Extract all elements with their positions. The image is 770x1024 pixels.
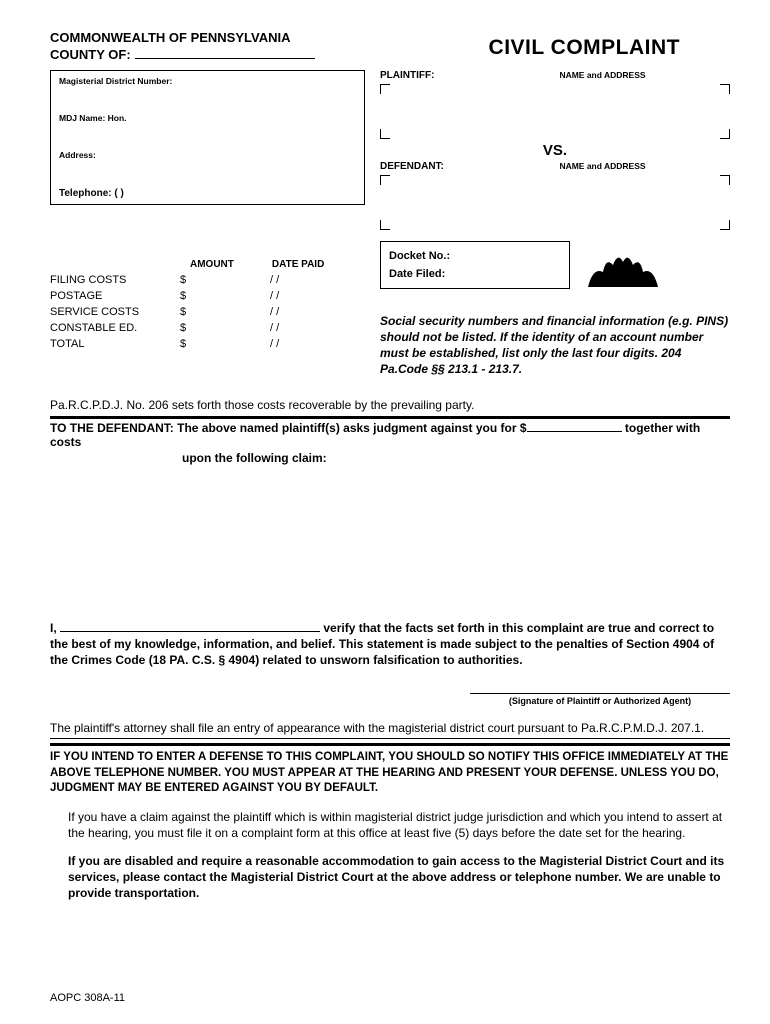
cost-amount[interactable]: $	[180, 306, 270, 318]
judgment-amount-blank[interactable]	[527, 431, 622, 432]
cost-date[interactable]: / /	[270, 306, 279, 318]
attorney-note: The plaintiff's attorney shall file an e…	[50, 721, 730, 735]
cost-row: POSTAGE $ / /	[50, 290, 365, 302]
date-filed-label: Date Filed:	[389, 265, 561, 283]
cost-amount[interactable]: $	[180, 290, 270, 302]
telephone-label: Telephone: ( )	[59, 188, 356, 199]
county-blank[interactable]	[135, 47, 315, 59]
date-paid-header: DATE PAID	[272, 259, 324, 270]
header-left: COMMONWEALTH OF PENNSYLVANIA COUNTY OF:	[50, 30, 315, 64]
cost-row: SERVICE COSTS $ / /	[50, 306, 365, 318]
cost-label: POSTAGE	[50, 290, 180, 302]
defendant-name-addr: NAME and ADDRESS	[475, 161, 730, 171]
parties-area: PLAINTIFF: NAME and ADDRESS VS. DEFENDAN…	[380, 70, 730, 233]
signature-area: (Signature of Plaintiff or Authorized Ag…	[50, 693, 730, 707]
accommodation-note: If you are disabled and require a reason…	[68, 853, 730, 902]
cost-date[interactable]: / /	[270, 274, 279, 286]
district-number-label: Magisterial District Number:	[59, 76, 356, 86]
mdj-name-label: MDJ Name: Hon.	[59, 113, 356, 123]
cost-amount[interactable]: $	[180, 274, 270, 286]
divider	[50, 738, 730, 739]
to-defendant-lead: TO THE DEFENDANT:	[50, 421, 174, 435]
state-seal-icon	[578, 237, 668, 301]
cost-date[interactable]: / /	[270, 322, 279, 334]
vs-label: VS.	[380, 142, 730, 159]
defendant-row: DEFENDANT: NAME and ADDRESS	[380, 161, 730, 172]
verify-text: verify that the facts set forth in this …	[50, 621, 714, 667]
verify-lead: I,	[50, 621, 57, 635]
cost-label: SERVICE COSTS	[50, 306, 180, 318]
docket-seal-row: Docket No.: Date Filed:	[380, 241, 730, 301]
plaintiff-row: PLAINTIFF: NAME and ADDRESS	[380, 70, 730, 81]
cost-date[interactable]: / /	[270, 338, 279, 350]
rule-note: Pa.R.C.P.D.J. No. 206 sets forth those c…	[50, 398, 730, 412]
verify-block: I, verify that the facts set forth in th…	[50, 620, 730, 669]
cost-row: CONSTABLE ED. $ / /	[50, 322, 365, 334]
cost-amount[interactable]: $	[180, 322, 270, 334]
verify-name-blank[interactable]	[60, 631, 320, 632]
cost-row: TOTAL $ / /	[50, 338, 365, 350]
state-line: COMMONWEALTH OF PENNSYLVANIA	[50, 30, 315, 47]
divider	[50, 416, 730, 419]
cost-label: TOTAL	[50, 338, 180, 350]
cost-row: FILING COSTS $ / /	[50, 274, 365, 286]
claim-note: If you have a claim against the plaintif…	[68, 809, 730, 841]
costs-headers: AMOUNT DATE PAID	[50, 259, 365, 270]
divider	[50, 743, 730, 746]
county-label: COUNTY OF:	[50, 47, 131, 64]
docket-no-label: Docket No.:	[389, 247, 561, 265]
to-defendant-sub: upon the following claim:	[50, 451, 730, 465]
mid-section: AMOUNT DATE PAID FILING COSTS $ / / POST…	[50, 241, 730, 378]
header-row: COMMONWEALTH OF PENNSYLVANIA COUNTY OF: …	[50, 30, 730, 64]
docket-box: Docket No.: Date Filed:	[380, 241, 570, 289]
form-title: CIVIL COMPLAINT	[489, 36, 680, 60]
ssn-note: Social security numbers and financial in…	[380, 313, 730, 378]
address-label: Address:	[59, 150, 356, 160]
defendant-label: DEFENDANT:	[380, 161, 475, 172]
defense-block: IF YOU INTEND TO ENTER A DEFENSE TO THIS…	[50, 750, 730, 797]
plaintiff-brackets[interactable]	[380, 84, 730, 139]
plaintiff-label: PLAINTIFF:	[380, 70, 475, 81]
cost-label: FILING COSTS	[50, 274, 180, 286]
defendant-brackets[interactable]	[380, 175, 730, 230]
costs-area: AMOUNT DATE PAID FILING COSTS $ / / POST…	[50, 241, 365, 378]
cost-amount[interactable]: $	[180, 338, 270, 350]
amount-header: AMOUNT	[190, 259, 234, 270]
form-id: AOPC 308A-11	[50, 992, 125, 1004]
county-line: COUNTY OF:	[50, 47, 315, 64]
plaintiff-name-addr: NAME and ADDRESS	[475, 70, 730, 80]
docket-ssn-area: Docket No.: Date Filed: Social security …	[380, 241, 730, 378]
to-defendant-line: TO THE DEFENDANT: The above named plaint…	[50, 421, 730, 449]
to-defendant-text1: The above named plaintiff(s) asks judgme…	[177, 421, 526, 435]
cost-date[interactable]: / /	[270, 290, 279, 302]
magisterial-box: Magisterial District Number: MDJ Name: H…	[50, 70, 365, 205]
cost-label: CONSTABLE ED.	[50, 322, 180, 334]
top-section: Magisterial District Number: MDJ Name: H…	[50, 70, 730, 233]
signature-caption: (Signature of Plaintiff or Authorized Ag…	[470, 693, 730, 706]
